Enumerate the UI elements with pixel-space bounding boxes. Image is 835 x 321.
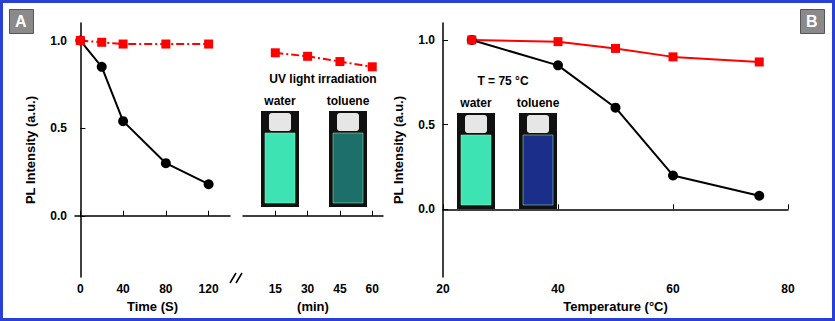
svg-text:0.0: 0.0 xyxy=(418,202,435,216)
svg-text:water: water xyxy=(263,94,296,108)
svg-text:Time (S): Time (S) xyxy=(127,299,178,314)
svg-text:0.5: 0.5 xyxy=(418,118,435,132)
svg-text:80: 80 xyxy=(781,282,795,296)
svg-text:0.5: 0.5 xyxy=(50,121,67,135)
svg-text:(min): (min) xyxy=(297,299,329,314)
svg-text:toluene: toluene xyxy=(327,94,370,108)
svg-text:PL Intensity (a.u.): PL Intensity (a.u.) xyxy=(391,96,406,204)
svg-text:T = 75 °C: T = 75 °C xyxy=(477,74,528,88)
svg-text:40: 40 xyxy=(551,282,565,296)
svg-text:60: 60 xyxy=(366,282,380,296)
svg-text:0.0: 0.0 xyxy=(50,209,67,223)
svg-text:UV light irradiation: UV light irradiation xyxy=(269,72,376,86)
svg-text:60: 60 xyxy=(666,282,680,296)
svg-text:20: 20 xyxy=(436,282,450,296)
svg-text:A: A xyxy=(15,13,27,30)
svg-text:water: water xyxy=(459,96,492,110)
svg-text:15: 15 xyxy=(269,282,283,296)
svg-text:PL Intensity (a.u.): PL Intensity (a.u.) xyxy=(23,96,38,204)
svg-text:30: 30 xyxy=(301,282,315,296)
svg-text:toluene: toluene xyxy=(517,96,560,110)
svg-text:120: 120 xyxy=(199,282,219,296)
svg-text:40: 40 xyxy=(116,282,130,296)
svg-text:80: 80 xyxy=(159,282,173,296)
svg-text:1.0: 1.0 xyxy=(418,33,435,47)
svg-text:1.0: 1.0 xyxy=(50,34,67,48)
svg-text:0: 0 xyxy=(77,282,84,296)
svg-text:Temperature (°C): Temperature (°C) xyxy=(563,299,668,314)
svg-text:B: B xyxy=(806,13,818,30)
svg-text:45: 45 xyxy=(333,282,347,296)
